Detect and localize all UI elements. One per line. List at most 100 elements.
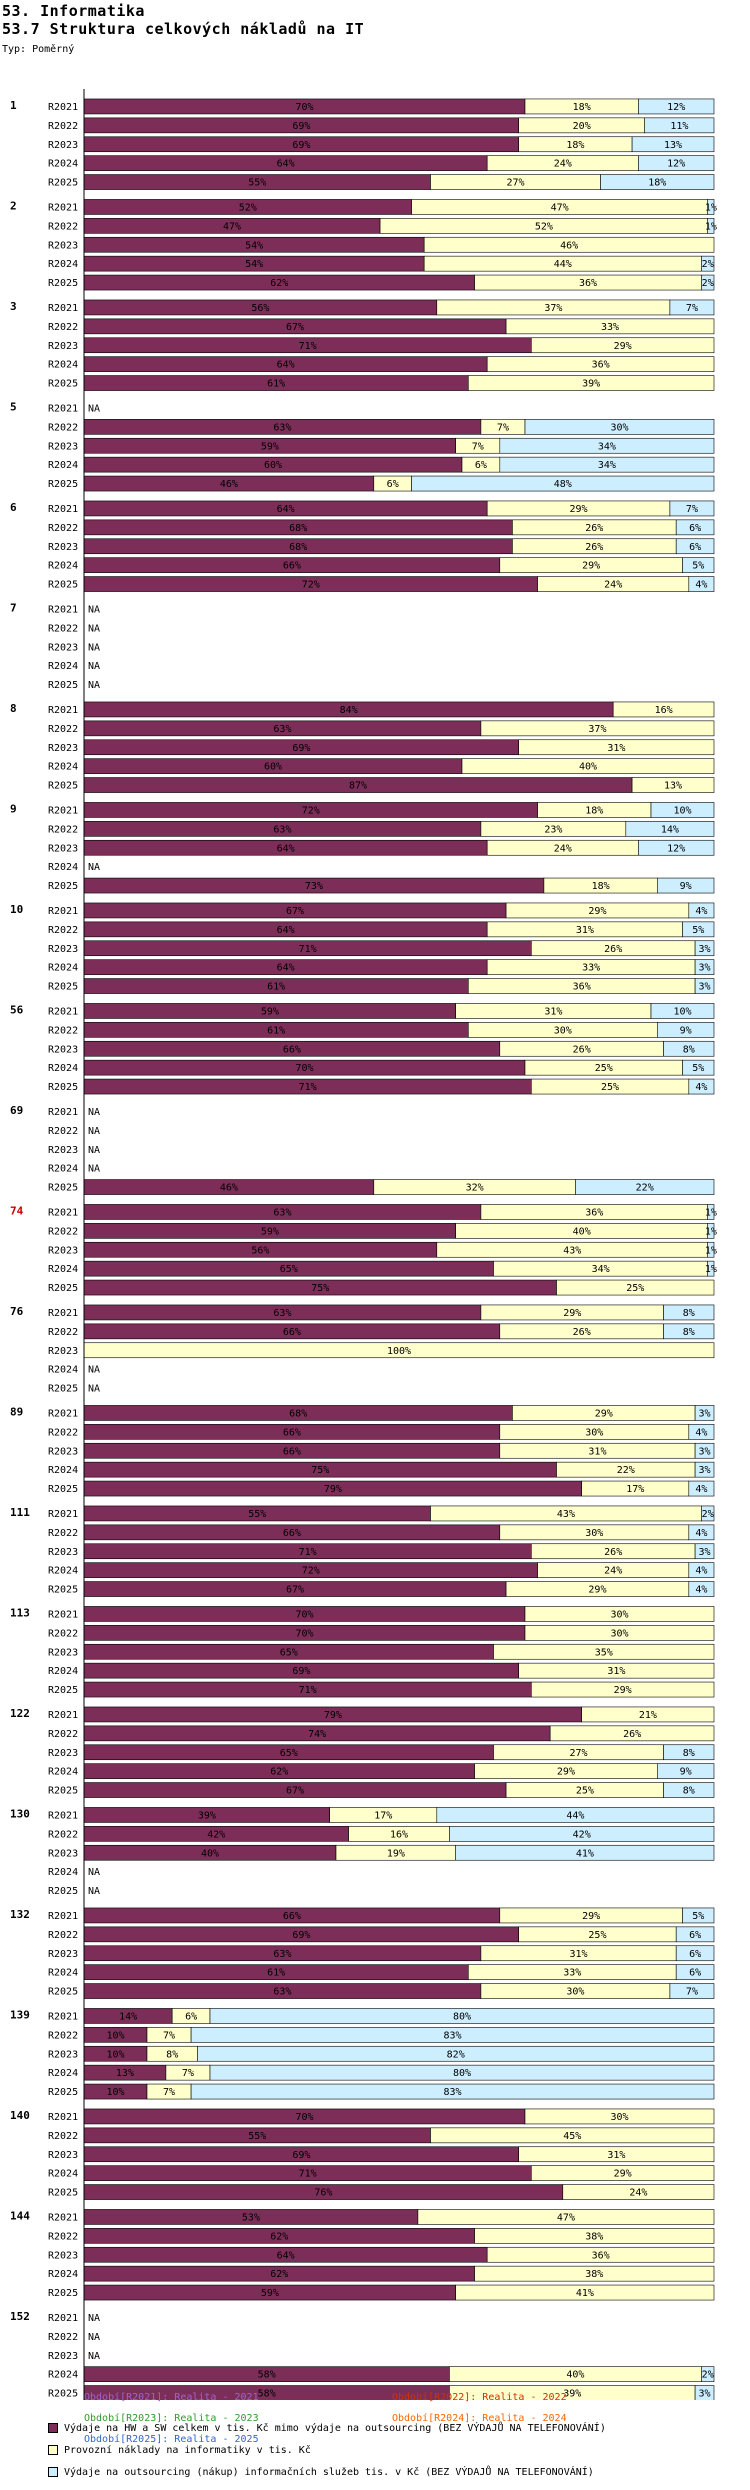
bar-label: 3% — [699, 963, 711, 974]
bar-provoz — [474, 2265, 715, 2282]
row-label-152-R2024: R2024 — [48, 2370, 78, 2381]
row-label-7-R2022: R2022 — [48, 623, 78, 634]
bar-provoz — [612, 701, 715, 718]
period-label-5: Období[R2025]: Realita - 2025 — [84, 2434, 259, 2445]
row-label-1-R2021: R2021 — [48, 102, 78, 113]
bar-outsourcing — [524, 419, 715, 435]
bar-label: 71% — [299, 1547, 317, 1558]
bar-outsourcing — [675, 538, 715, 555]
row-label-8-R2021: R2021 — [48, 705, 78, 716]
bar-label: 46% — [560, 240, 578, 251]
na-label: NA — [88, 2332, 100, 2343]
bar-label: 11% — [670, 121, 688, 132]
bar-label: 34% — [598, 460, 616, 471]
bar-provoz — [423, 236, 715, 253]
bar-label: 5% — [692, 925, 704, 936]
bar-label: 7% — [497, 422, 509, 433]
group-id-1: 1 — [10, 99, 17, 112]
bar-label: 70% — [295, 1063, 313, 1074]
na-label: NA — [88, 1164, 100, 1175]
bar-label: 69% — [292, 1930, 310, 1941]
bar-label: 79% — [324, 1710, 342, 1721]
na-label: NA — [88, 1145, 100, 1156]
bar-label: 31% — [607, 1666, 625, 1677]
bar-label: 66% — [283, 1911, 301, 1922]
bar-label: 56% — [251, 1245, 269, 1256]
bar-label: 31% — [588, 1446, 606, 1457]
legend-swatch-provoz — [48, 2445, 58, 2455]
bar-label: 47% — [223, 221, 241, 232]
bar-label: 70% — [295, 2112, 313, 2123]
bar-label: 64% — [277, 2250, 295, 2261]
row-label-6-R2025: R2025 — [48, 580, 78, 591]
bar-label: 6% — [689, 523, 701, 534]
bar-label: 69% — [292, 121, 310, 132]
bar-label: 73% — [305, 881, 323, 892]
bar-label: 31% — [570, 1949, 588, 1960]
na-label: NA — [88, 642, 100, 653]
bar-label: 2% — [702, 278, 714, 289]
bar-label: 8% — [683, 1308, 695, 1319]
bar-label: 27% — [570, 1748, 588, 1759]
bar-label: 39% — [582, 379, 600, 390]
bar-label: 14% — [661, 824, 679, 835]
group-id-139: 139 — [10, 2009, 30, 2022]
bar-label: 64% — [277, 963, 295, 974]
bar-label: 18% — [648, 178, 666, 189]
bar-label: 47% — [551, 202, 569, 213]
bar-provoz — [524, 2108, 715, 2125]
bar-label: 65% — [280, 1647, 298, 1658]
row-label-69-R2024: R2024 — [48, 1164, 78, 1175]
row-label-89-R2023: R2023 — [48, 1446, 78, 1457]
row-label-130-R2022: R2022 — [48, 1829, 78, 1840]
na-label: NA — [88, 403, 100, 414]
row-label-130-R2025: R2025 — [48, 1886, 78, 1897]
bar-label: 69% — [292, 140, 310, 151]
legend-swatch-hw-sw — [48, 2423, 58, 2433]
bar-label: 6% — [185, 2011, 197, 2022]
bar-label: 64% — [277, 925, 295, 936]
bar-label: 63% — [273, 422, 291, 433]
bar-outsourcing — [209, 2064, 715, 2081]
bar-outsourcing — [688, 1524, 715, 1541]
bar-label: 41% — [576, 1848, 594, 1859]
bar-label: 4% — [695, 1082, 707, 1093]
bar-label: 80% — [453, 2011, 471, 2022]
bar-outsourcing — [694, 940, 715, 957]
na-label: NA — [88, 1365, 100, 1376]
bar-outsourcing — [688, 576, 715, 592]
group-id-69: 69 — [10, 1104, 23, 1117]
bar-label: 34% — [598, 441, 616, 452]
bar-outsourcing — [600, 174, 715, 190]
row-label-122-R2025: R2025 — [48, 1786, 78, 1797]
row-label-56-R2025: R2025 — [48, 1082, 78, 1093]
bar-label: 4% — [695, 906, 707, 917]
bar-provoz — [474, 2228, 715, 2244]
bar-label: 76% — [314, 2188, 332, 2199]
row-label-130-R2023: R2023 — [48, 1848, 78, 1859]
group-id-8: 8 — [10, 702, 17, 715]
row-label-6-R2023: R2023 — [48, 542, 78, 553]
bar-outsourcing — [675, 1926, 715, 1943]
bar-outsourcing — [209, 2008, 715, 2024]
bar-label: 71% — [299, 341, 317, 352]
na-label: NA — [88, 1107, 100, 1118]
bar-label: 68% — [289, 523, 307, 534]
row-label-113-R2024: R2024 — [48, 1666, 78, 1677]
row-label-8-R2022: R2022 — [48, 724, 78, 735]
group-id-130: 130 — [10, 1808, 30, 1821]
bar-label: 1% — [705, 221, 717, 232]
bar-label: 3% — [699, 1547, 711, 1558]
row-label-69-R2023: R2023 — [48, 1145, 78, 1156]
row-label-74-R2021: R2021 — [48, 1207, 78, 1218]
bar-label: 26% — [573, 1327, 591, 1338]
row-label-8-R2023: R2023 — [48, 743, 78, 754]
bar-outsourcing — [197, 2045, 715, 2062]
row-label-6-R2024: R2024 — [48, 561, 78, 572]
bar-label: 44% — [566, 1810, 584, 1821]
bar-outsourcing — [694, 959, 715, 975]
bar-label: 30% — [554, 1025, 572, 1036]
bar-label: 9% — [680, 1767, 692, 1778]
bar-label: 24% — [604, 1566, 622, 1577]
row-label-76-R2022: R2022 — [48, 1327, 78, 1338]
